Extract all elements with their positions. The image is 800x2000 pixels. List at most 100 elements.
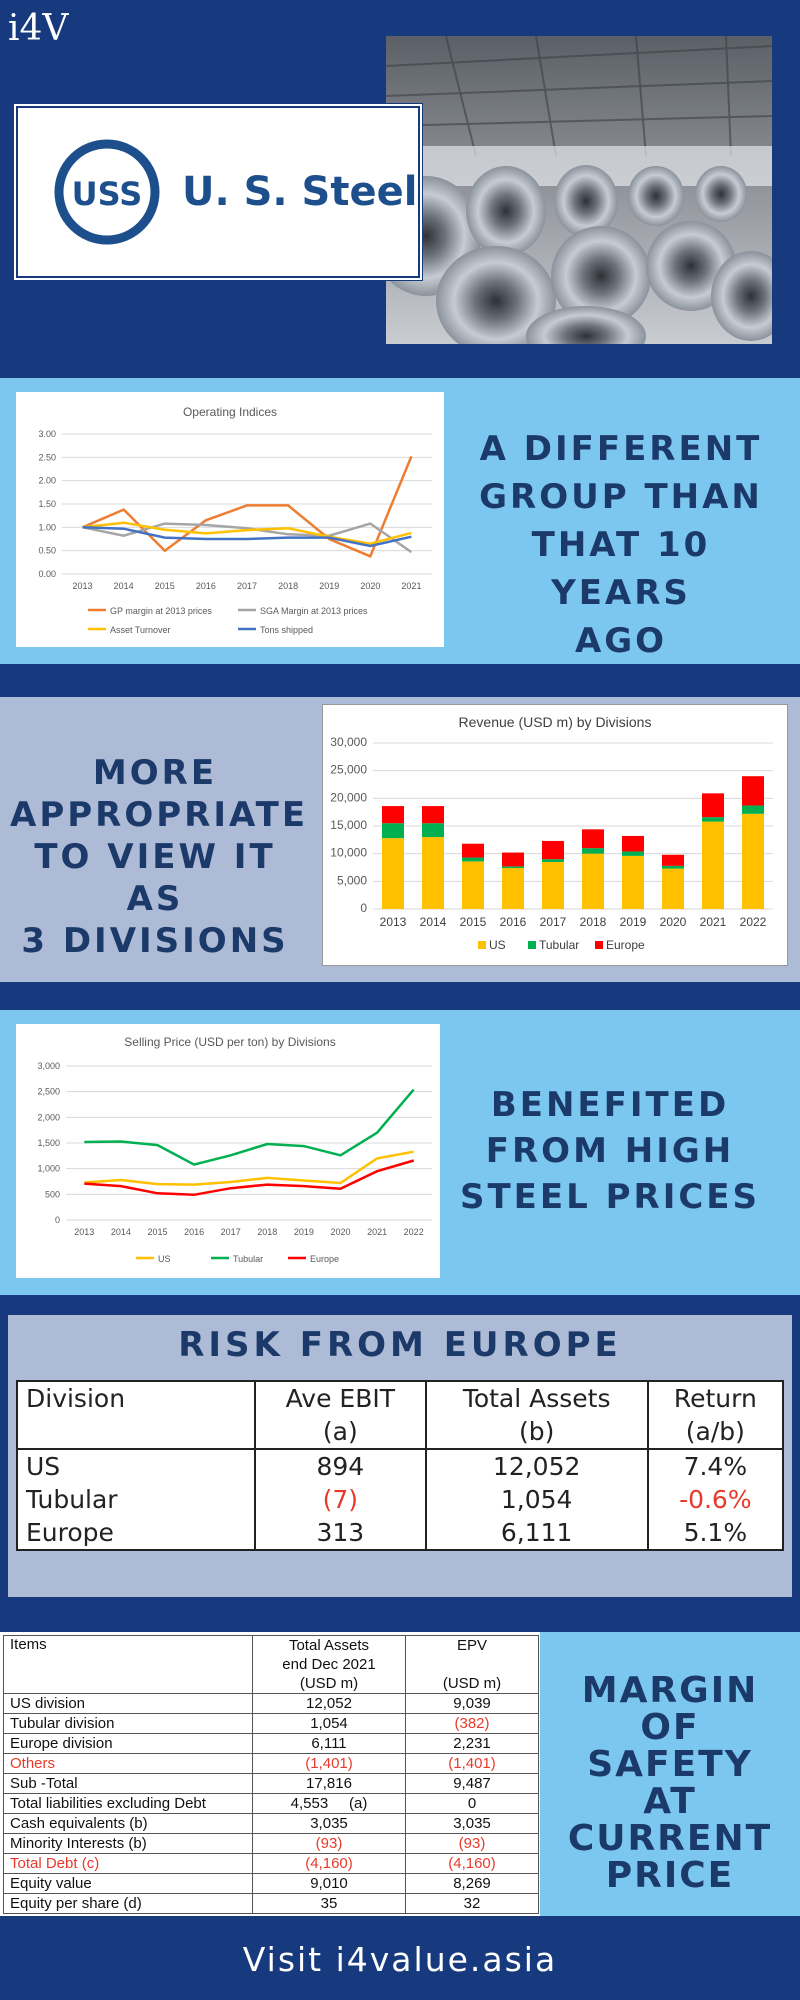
risk-table: Division Ave EBIT Total Assets Return (a…	[16, 1380, 785, 1551]
tagline-line: AT	[643, 1781, 697, 1822]
tagline-line: A DIFFERENT	[479, 429, 763, 469]
risk-subheader-row: (a) (b) (a/b)	[16, 1415, 785, 1450]
x-tick-label: 2020	[330, 1227, 350, 1237]
bar-us-2020	[662, 868, 684, 909]
x-tick-label: 2018	[257, 1227, 277, 1237]
x-tick-label: 2017	[221, 1227, 241, 1237]
logo-mark-text: USS	[72, 175, 143, 213]
table-row: Tubular division 1,054 (382)	[3, 1713, 539, 1734]
bar-europe-2015	[462, 843, 484, 858]
x-tick-label: 2021	[700, 915, 727, 929]
risk-subheader: (a)	[254, 1415, 427, 1450]
x-tick-label: 2013	[380, 915, 407, 929]
bar-tubular-2018	[582, 848, 604, 854]
chart-title: Revenue (USD m) by Divisions	[459, 714, 652, 730]
table-row: Europe division 6,111 2,231	[3, 1733, 539, 1754]
epv-assets: (93)	[252, 1833, 406, 1854]
epv-assets: 12,052	[252, 1693, 406, 1714]
margin-of-safety-band	[540, 1632, 800, 1916]
bar-europe-2013	[382, 806, 404, 824]
bar-tubular-2013	[382, 823, 404, 839]
epv-value: (4,160)	[405, 1853, 539, 1874]
tagline-line: SAFETY	[587, 1744, 753, 1785]
risk-header: Return	[646, 1380, 785, 1415]
y-tick-label: 1.50	[38, 499, 56, 509]
tagline-line: MARGIN	[581, 1670, 759, 1711]
legend-label: Tubular	[233, 1254, 263, 1264]
table-row: Sub -Total 17,816 9,487	[3, 1773, 539, 1794]
y-tick-label: 1.00	[38, 522, 56, 532]
y-tick-label: 10,000	[330, 846, 367, 860]
y-tick-label: 30,000	[330, 735, 367, 749]
epv-table: Items Total Assets EPV end Dec 2021 (USD…	[3, 1635, 539, 1914]
risk-header: Total Assets	[424, 1380, 649, 1415]
return: 5.1%	[646, 1516, 785, 1551]
total-assets: 1,054	[424, 1483, 649, 1516]
epv-value: (93)	[405, 1833, 539, 1854]
ave-ebit: 894	[254, 1449, 427, 1483]
epv-header-assets: end Dec 2021	[252, 1655, 406, 1674]
x-tick-label: 2018	[580, 915, 607, 929]
x-tick-label: 2021	[401, 581, 421, 591]
tagline-line: THAT 10 YEARS	[531, 525, 711, 613]
y-tick-label: 3,000	[37, 1061, 60, 1071]
chart-title: Operating Indices	[183, 405, 277, 419]
epv-header-items: Items	[3, 1635, 253, 1694]
epv-assets: 9,010	[252, 1873, 406, 1894]
epv-header-assets: (USD m)	[252, 1674, 406, 1694]
tagline-margin-of-safety: MARGIN OF SAFETY AT CURRENT PRICE	[550, 1672, 790, 1894]
epv-assets: 35	[252, 1893, 406, 1914]
bar-us-2016	[502, 868, 524, 909]
bar-europe-2019	[622, 835, 644, 852]
tagline-line: STEEL PRICES	[459, 1177, 761, 1217]
y-tick-label: 20,000	[330, 790, 367, 804]
table-row: Tubular (7) 1,054 -0.6%	[16, 1483, 785, 1516]
return: 7.4%	[646, 1449, 785, 1483]
tagline-line: MORE	[92, 753, 218, 793]
chart-title: Selling Price (USD per ton) by Divisions	[124, 1035, 335, 1049]
y-tick-label: 2.00	[38, 476, 56, 486]
epv-value: 0	[405, 1793, 539, 1814]
bar-europe-2020	[662, 854, 684, 866]
table-row: Equity value 9,010 8,269	[3, 1873, 539, 1894]
ave-ebit: 313	[254, 1516, 427, 1551]
legend-label: US	[158, 1254, 171, 1264]
legend-label: Europe	[310, 1254, 339, 1264]
table-row: Equity per share (d) 35 32	[3, 1893, 539, 1914]
legend-swatch	[478, 941, 486, 949]
selling-price-chart: Selling Price (USD per ton) by Divisions…	[16, 1024, 440, 1278]
legend-swatch	[595, 941, 603, 949]
epv-header-epv: EPV	[405, 1635, 539, 1655]
epv-item: Total Debt (c)	[3, 1853, 253, 1874]
operating-indices-chart: Operating Indices 0.00 0.50 1.00 1.50 2.00 2.5…	[16, 392, 444, 647]
total-assets: 12,052	[424, 1449, 649, 1483]
total-assets: 6,111	[424, 1516, 649, 1551]
bar-europe-2016	[502, 852, 524, 867]
legend-label: US	[489, 938, 506, 952]
risk-subheader: (b)	[424, 1415, 649, 1450]
bar-tubular-2015	[462, 857, 484, 862]
tagline-line: TO VIEW IT AS	[34, 837, 276, 919]
x-tick-label: 2016	[184, 1227, 204, 1237]
x-tick-label: 2019	[294, 1227, 314, 1237]
epv-item: Europe division	[3, 1733, 253, 1754]
epv-assets: 17,816	[252, 1773, 406, 1794]
table-row: Others (1,401) (1,401)	[3, 1753, 539, 1774]
y-tick-label: 2,000	[37, 1112, 60, 1122]
table-row: Total liabilities excluding Debt 4,553 (a…	[3, 1793, 539, 1814]
bar-europe-2018	[582, 829, 604, 849]
table-row: Minority Interests (b) (93) (93)	[3, 1833, 539, 1854]
bar-tubular-2017	[542, 859, 564, 862]
tagline-line: 3 DIVISIONS	[21, 921, 289, 961]
tagline-line: CURRENT	[567, 1818, 773, 1859]
x-tick-label: 2013	[74, 1227, 94, 1237]
footer-link[interactable]: Visit i4value.asia	[242, 1940, 558, 1979]
epv-header-epv: (USD m)	[405, 1674, 539, 1694]
y-tick-label: 0	[55, 1215, 60, 1225]
risk-title: RISK FROM EUROPE	[178, 1325, 622, 1365]
y-tick-label: 2.50	[38, 452, 56, 462]
epv-table-card: Items Total Assets EPV end Dec 2021 (USD…	[0, 1632, 540, 1916]
legend-label: Tubular	[539, 938, 579, 952]
risk-header: Division	[16, 1380, 256, 1415]
epv-item: Sub -Total	[3, 1773, 253, 1794]
